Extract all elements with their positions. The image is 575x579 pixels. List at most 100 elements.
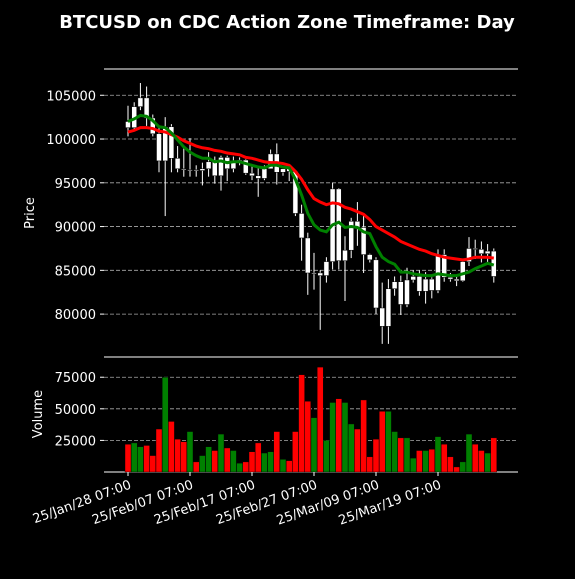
candle-body — [367, 254, 373, 261]
volume-bar — [180, 441, 188, 473]
volume-bar — [310, 417, 318, 473]
candle-body — [174, 158, 181, 170]
volume-bar — [254, 442, 262, 473]
volume-bar — [161, 377, 169, 473]
candle-body — [429, 278, 435, 291]
volume-bar — [149, 455, 157, 473]
candle-body — [168, 126, 175, 159]
volume-bar — [192, 461, 200, 473]
candle-body — [472, 248, 478, 250]
volume-bar — [385, 411, 392, 473]
candle-body — [323, 261, 330, 276]
candle-body — [373, 259, 379, 309]
volume-bar — [490, 437, 497, 473]
chart-title: BTCUSD on CDC Action Zone Timeframe: Day — [59, 12, 515, 33]
volume-bar — [447, 456, 454, 473]
candle-body — [205, 161, 212, 170]
candle-body — [422, 278, 429, 292]
volume-bar — [168, 421, 175, 473]
y-tick-label: 95000 — [55, 177, 96, 192]
volume-bar — [379, 411, 386, 473]
volume-bar — [143, 445, 150, 473]
y-tick-label: 80000 — [55, 308, 96, 323]
y-tick-label: 50000 — [55, 403, 96, 418]
candle-body — [484, 250, 491, 254]
candle-body — [137, 97, 144, 107]
volume-bar — [286, 460, 293, 473]
volume-bar — [273, 431, 280, 473]
volume-bar — [199, 455, 206, 473]
volume-bar — [304, 401, 311, 473]
candle-body — [342, 249, 348, 261]
volume-bar — [223, 447, 231, 473]
volume-bar — [416, 450, 423, 473]
candle-body — [460, 261, 466, 282]
volume-bar — [242, 461, 250, 473]
volume-bar — [459, 461, 466, 473]
candle-body — [243, 159, 249, 174]
volume-bar — [317, 366, 324, 473]
candle-body — [466, 248, 472, 262]
candle-body — [410, 276, 416, 281]
volume-bar — [410, 457, 417, 473]
volume-bar — [217, 433, 225, 473]
volume-bar — [174, 438, 181, 473]
y-tick-label: 25000 — [55, 434, 96, 449]
candle-body — [199, 168, 206, 171]
candle-body — [218, 157, 224, 177]
volume-bar — [155, 428, 163, 473]
candle-body — [187, 169, 193, 171]
candle-body — [391, 281, 398, 289]
candle-body — [156, 133, 162, 162]
candle-body — [416, 276, 423, 292]
volume-axis-label: Volume — [31, 390, 46, 438]
candle-body — [261, 168, 268, 179]
candle-body — [317, 272, 323, 276]
volume-bar — [472, 443, 479, 473]
candle-body — [348, 221, 354, 251]
candle-body — [181, 168, 187, 171]
volume-bar — [211, 450, 219, 473]
volume-bar — [267, 451, 274, 473]
candle-body — [255, 175, 261, 179]
volume-bar — [279, 459, 287, 473]
volume-bar — [348, 423, 355, 473]
volume-bar — [329, 402, 336, 473]
candle-body — [478, 249, 485, 254]
volume-bar — [292, 431, 299, 473]
moving-average-line — [127, 113, 495, 278]
volume-bar — [186, 431, 194, 473]
candle-body — [453, 278, 460, 282]
volume-bar — [205, 446, 212, 473]
volume-bar — [360, 399, 367, 473]
candle-body — [125, 121, 131, 128]
volume-bar — [298, 374, 305, 473]
candle-body — [447, 277, 454, 280]
volume-bar — [478, 450, 485, 473]
volume-bar — [465, 433, 473, 473]
y-tick-label: 105000 — [46, 89, 96, 104]
candle-body — [298, 213, 305, 239]
volume-bar — [248, 451, 256, 473]
volume-bar — [341, 402, 349, 473]
volume-bar — [137, 446, 144, 473]
volume-bar — [124, 443, 132, 473]
candle-body — [311, 272, 317, 275]
candle-body — [385, 288, 392, 327]
candle-body — [193, 169, 199, 171]
volume-bar — [391, 431, 398, 473]
candle-body — [305, 237, 311, 274]
y-tick-label: 75000 — [55, 371, 96, 386]
volume-bar — [428, 449, 435, 473]
y-tick-label: 85000 — [55, 264, 96, 279]
volume-bar — [261, 452, 268, 473]
volume-bar — [441, 443, 448, 473]
candle-body — [280, 168, 286, 173]
volume-bar — [453, 466, 460, 473]
volume-bar — [130, 442, 138, 473]
candle-body — [441, 254, 447, 278]
volume-bar — [403, 437, 411, 473]
